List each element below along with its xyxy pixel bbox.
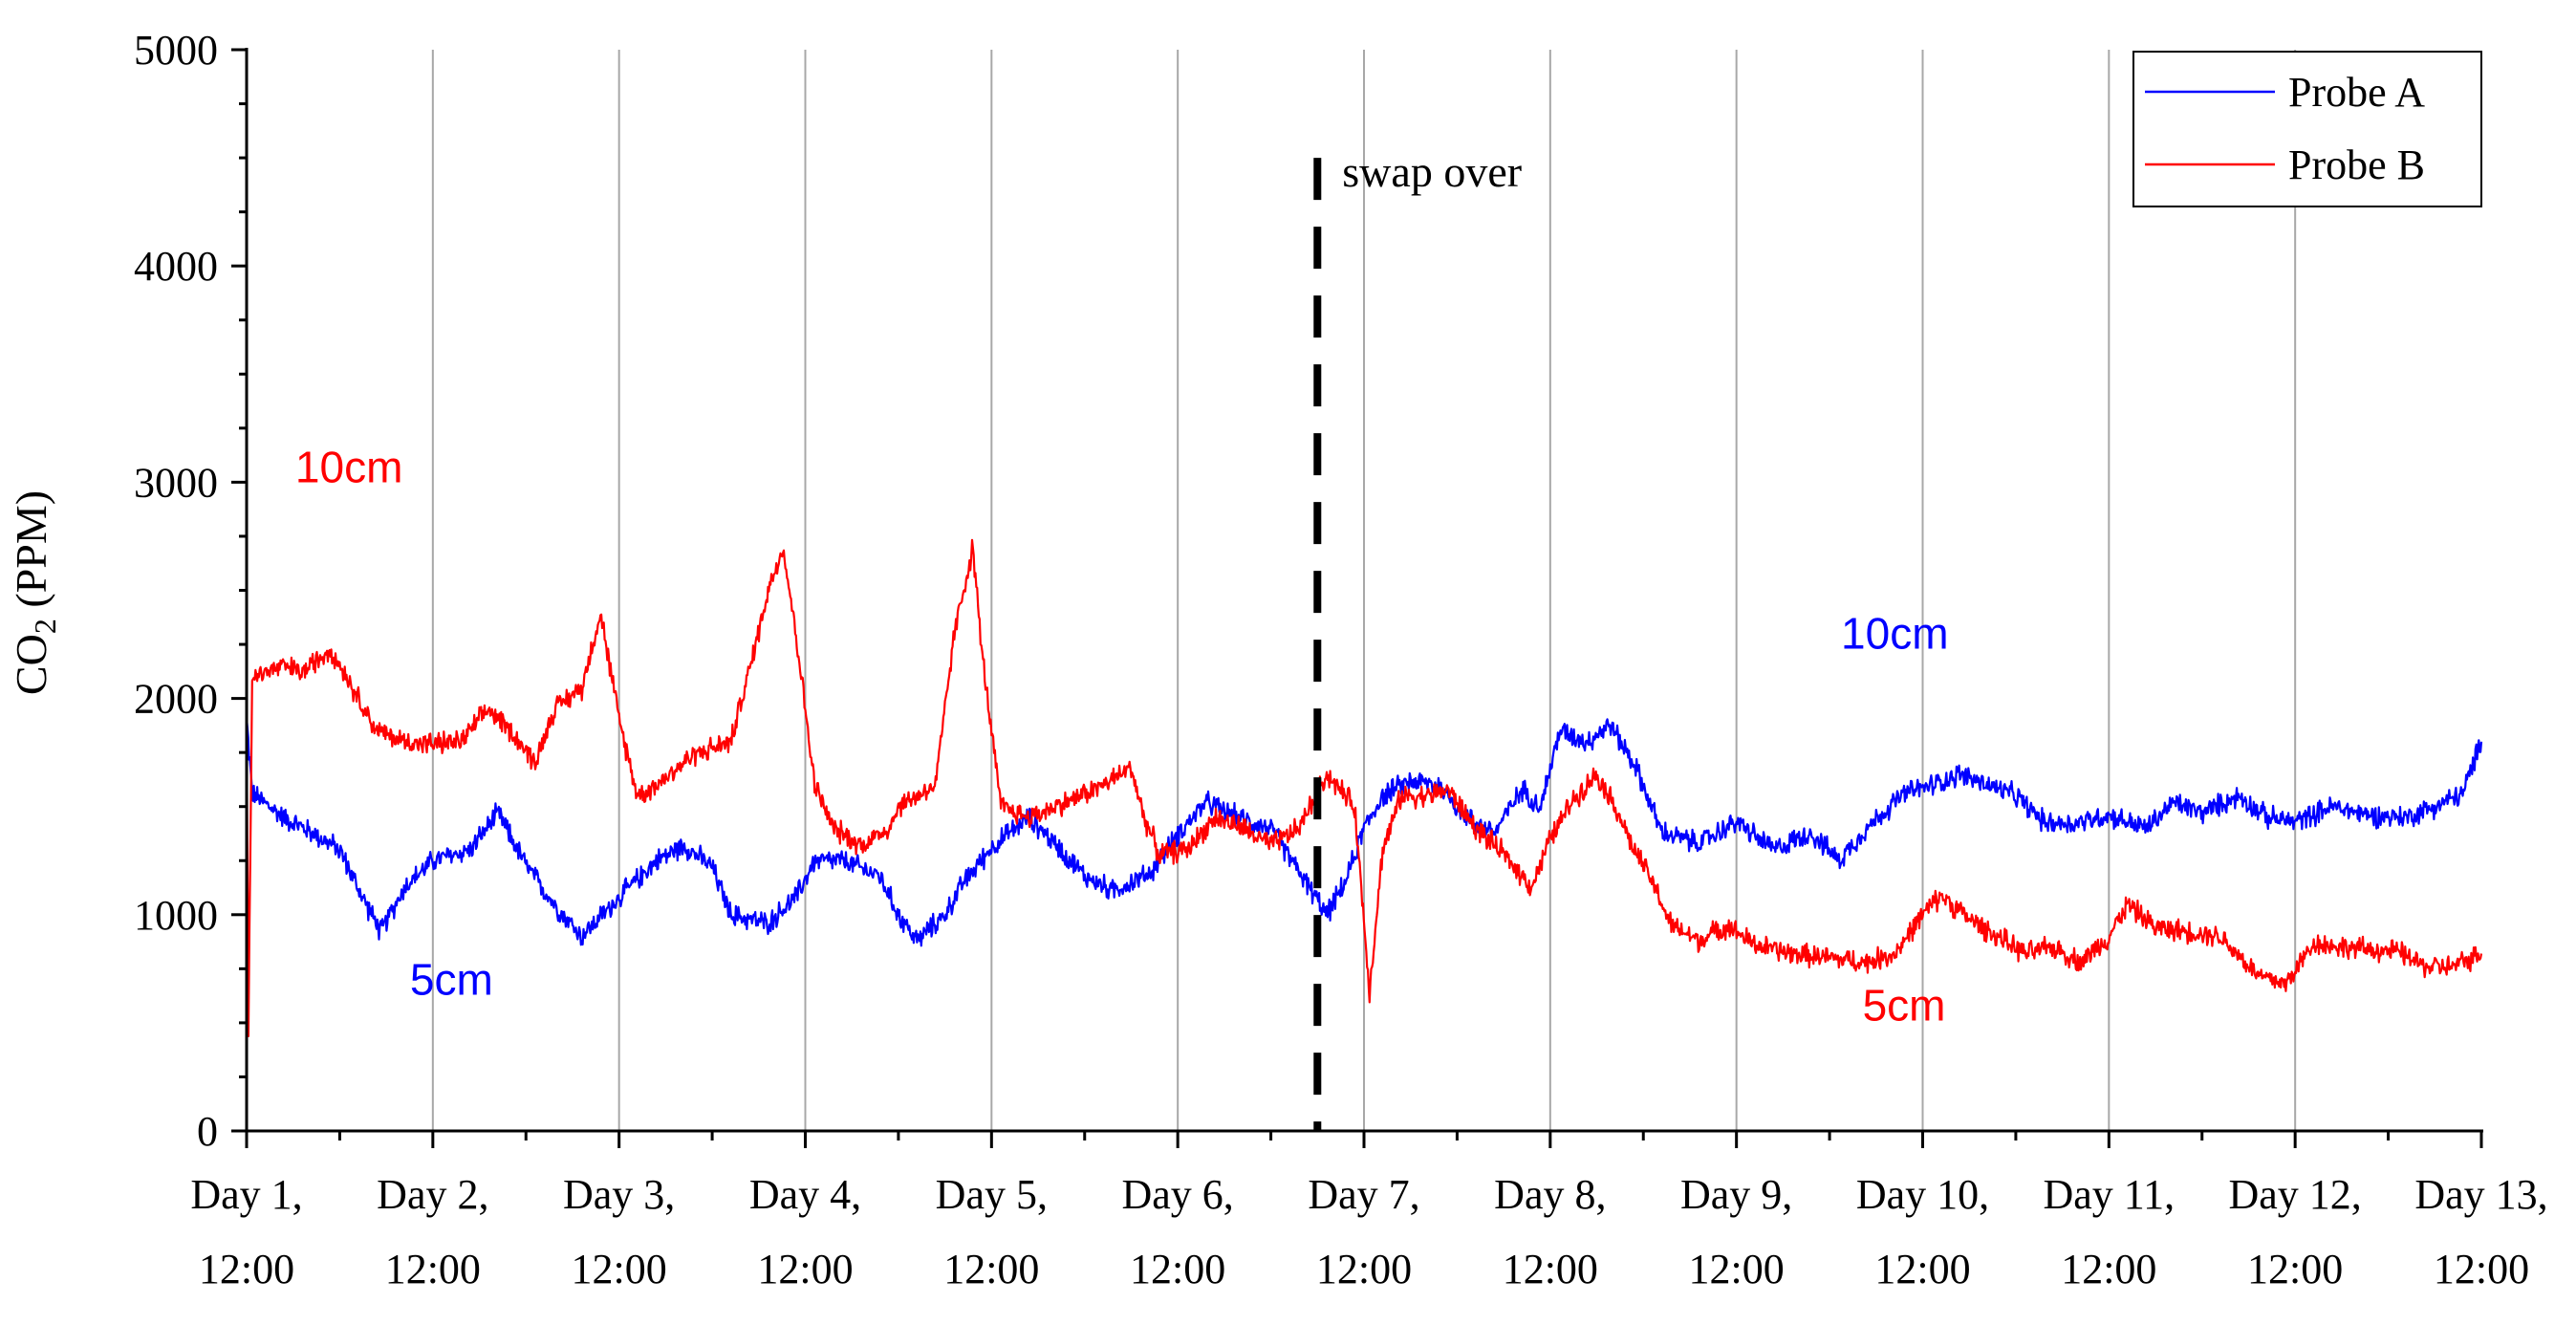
vertical-gridlines (431, 50, 2297, 1131)
x-tick-label-line2: 12:00 (385, 1246, 481, 1292)
x-tick-label-line2: 12:00 (2247, 1246, 2343, 1292)
x-tick-label-line1: Day 7, (1308, 1171, 1419, 1218)
swap-over-label: swap over (1342, 147, 1522, 196)
depth-annotation: 10cm (1841, 609, 1948, 659)
depth-annotations: 10cm 5cm 10cm 5cm (295, 442, 1949, 1030)
x-tick-label-line1: Day 9, (1680, 1171, 1792, 1218)
tick-marks (231, 48, 2483, 1148)
x-tick-label-line1: Day 3, (563, 1171, 675, 1218)
series-line-probe-b (245, 538, 2483, 1037)
x-tick-labels: Day 1, 12:00 Day 2, 12:00 Day 3, 12:00 Day 4, 1… (190, 1171, 2547, 1292)
x-tick-label-line1: Day 5, (936, 1171, 1048, 1218)
x-tick-label-line1: Day 8, (1494, 1171, 1606, 1218)
x-tick-label-line2: 12:00 (1689, 1246, 1785, 1292)
x-tick-label-line2: 12:00 (199, 1246, 294, 1292)
x-tick-label-line1: Day 13, (2414, 1171, 2547, 1218)
depth-annotation: 5cm (410, 954, 493, 1004)
y-tick-label: 5000 (134, 27, 218, 74)
x-tick-label-line1: Day 1, (190, 1171, 302, 1218)
x-tick-label-line2: 12:00 (2434, 1246, 2529, 1292)
y-tick-label: 1000 (134, 892, 218, 939)
series-layer (245, 538, 2483, 1037)
y-tick-label: 3000 (134, 459, 218, 506)
x-tick-label-line2: 12:00 (572, 1246, 667, 1292)
x-tick-label-line1: Day 4, (749, 1171, 861, 1218)
y-tick-label: 2000 (134, 676, 218, 723)
x-tick-label-line2: 12:00 (1130, 1246, 1225, 1292)
legend-label: Probe B (2288, 141, 2425, 188)
depth-annotation: 5cm (1863, 981, 1946, 1031)
legend-label: Probe A (2288, 69, 2425, 116)
y-tick-labels: 0 1000 2000 3000 4000 5000 (134, 27, 218, 1155)
legend: Probe A Probe B (2132, 51, 2482, 207)
x-tick-label-line1: Day 10, (1856, 1171, 1989, 1218)
y-axis-label: CO2 (PPM) (7, 490, 62, 695)
x-tick-label-line2: 12:00 (1316, 1246, 1412, 1292)
y-tick-label: 4000 (134, 243, 218, 290)
x-tick-label-line2: 12:00 (1503, 1246, 1598, 1292)
x-tick-label-line2: 12:00 (1874, 1246, 1970, 1292)
x-tick-label-line1: Day 11, (2043, 1171, 2175, 1218)
depth-annotation: 10cm (295, 442, 402, 491)
x-tick-label-line1: Day 6, (1122, 1171, 1234, 1218)
x-tick-label-line2: 12:00 (943, 1246, 1039, 1292)
series-line-probe-a (245, 717, 2483, 947)
x-tick-label-line1: Day 2, (377, 1171, 488, 1218)
x-tick-label-line2: 12:00 (757, 1246, 853, 1292)
legend-box (2132, 51, 2482, 207)
y-tick-label: 0 (197, 1108, 218, 1155)
x-tick-label-line2: 12:00 (2061, 1246, 2156, 1292)
x-tick-label-line1: Day 12, (2229, 1171, 2362, 1218)
swap-marker-layer: swap over (1313, 147, 1522, 1131)
